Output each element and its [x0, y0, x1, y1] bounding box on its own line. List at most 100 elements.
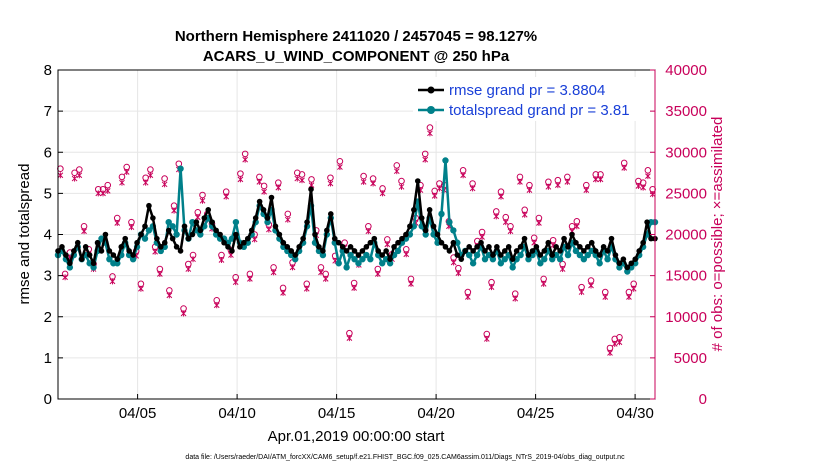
obs-assimilated-point [607, 349, 613, 356]
rmse-point [316, 244, 322, 250]
totalspread-point [197, 231, 204, 238]
obs-assimilated-point [436, 185, 443, 192]
x-tick-label: 04/20 [417, 405, 455, 422]
totalspread-point [549, 255, 556, 263]
y-right-tick-label: 0 [699, 391, 707, 408]
rmse-point [90, 260, 97, 267]
rmse-point [557, 248, 563, 254]
totalspread-point [430, 231, 437, 238]
rmse-point [363, 244, 370, 250]
totalspread-point [501, 255, 508, 263]
obs-assimilated-point [199, 197, 206, 204]
totalspread-point [537, 260, 544, 267]
rmse-point [205, 207, 212, 213]
rmse-point [414, 178, 421, 184]
rmse-point [592, 248, 599, 254]
y-right-tick-label: 10000 [665, 309, 707, 326]
rmse-point [335, 239, 342, 246]
totalspread-point [169, 223, 176, 230]
rmse-point [450, 239, 457, 246]
totalspread-point [450, 227, 457, 234]
rmse-point [248, 227, 255, 234]
obs-possible-point [336, 157, 344, 165]
obs-assimilated-point [232, 279, 239, 286]
rmse-point [110, 252, 117, 258]
rmse-point [122, 235, 129, 242]
y-right-tick-label: 40000 [665, 62, 707, 79]
rmse-point [529, 248, 536, 254]
obs-assimilated-point [337, 164, 343, 171]
totalspread-point [564, 251, 572, 259]
obs-assimilated-point [564, 178, 571, 185]
rmse-point [636, 248, 642, 254]
obs-assimilated-point [57, 172, 64, 179]
obs-assimilated-point [247, 275, 253, 282]
totalspread-point [114, 260, 121, 267]
obs-assimilated-point [289, 264, 296, 271]
rmse-point [213, 227, 219, 234]
totalspread-point [442, 157, 449, 164]
totalspread-point [434, 239, 441, 246]
rmse-point [628, 260, 635, 267]
rmse-point [189, 231, 196, 238]
x-tick-label: 04/10 [218, 405, 256, 422]
obs-assimilated-point [507, 228, 514, 235]
totalspread-point [576, 251, 584, 259]
obs-assimilated-point [185, 266, 192, 273]
obs-assimilated-point [95, 190, 102, 197]
totalspread-point [394, 247, 402, 255]
obs-assimilated-point [180, 310, 187, 317]
totalspread-point [465, 251, 473, 259]
totalspread-point [552, 251, 560, 259]
rmse-point [86, 252, 93, 258]
totalspread-point [616, 264, 623, 271]
obs-assimilated-point [261, 188, 267, 195]
rmse-point [426, 207, 433, 213]
totalspread-point [343, 264, 350, 271]
rmse-point [505, 244, 512, 250]
obs-assimilated-point [384, 241, 391, 248]
totalspread-point [584, 251, 591, 259]
rmse-point [379, 252, 385, 258]
obs-possible-point [644, 167, 652, 174]
y-tick-label: 2 [44, 309, 52, 326]
rmse-point [422, 227, 429, 234]
chart-title-line-2: ACARS_U_WIND_COMPONENT @ 250 hPa [203, 48, 510, 65]
obs-assimilated-point [640, 184, 647, 191]
rmse-point [640, 239, 646, 246]
rmse-point [193, 219, 200, 225]
rmse-point [320, 248, 326, 254]
rmse-point [486, 244, 492, 250]
obs-assimilated-point [256, 178, 263, 185]
y-right-tick-label: 25000 [665, 185, 707, 202]
totalspread-point [513, 255, 520, 263]
rmse-point [466, 244, 472, 250]
x-tick-label: 04/15 [318, 405, 356, 422]
obs-assimilated-point [327, 180, 334, 187]
rmse-point [225, 244, 231, 250]
obs-assimilated-point [280, 289, 286, 296]
obs-assimilated-point [545, 183, 552, 190]
obs-assimilated-point [351, 284, 357, 291]
rmse-point [430, 223, 437, 230]
totalspread-point [481, 255, 489, 263]
totalspread-point [363, 251, 370, 259]
rmse-point [312, 231, 318, 238]
obs-assimilated-point [597, 176, 604, 183]
rmse-point [217, 231, 223, 238]
rmse-point [648, 235, 654, 242]
rmse-point [612, 252, 619, 258]
y-axis-right-label: # of obs: o=possible; ×=assimilated [709, 117, 726, 352]
y-tick-label: 3 [44, 268, 52, 285]
chart-title-line-1: Northern Hemisphere 2411020 / 2457045 = … [175, 28, 537, 45]
rmse-point [280, 239, 287, 246]
totalspread-point [604, 255, 611, 263]
totalspread-point [378, 260, 386, 267]
rmse-point [173, 244, 180, 250]
rmse-point [537, 252, 544, 258]
totalspread-point [66, 264, 74, 271]
y-right-tick-label: 5000 [674, 350, 707, 367]
rmse-point [150, 215, 156, 221]
y-right-tick-label: 15000 [665, 268, 707, 285]
rmse-point [244, 235, 251, 242]
